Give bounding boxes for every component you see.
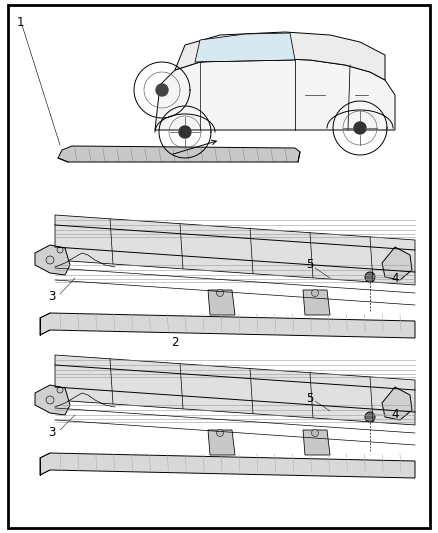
Polygon shape bbox=[40, 313, 415, 338]
Polygon shape bbox=[35, 385, 70, 415]
Circle shape bbox=[216, 430, 223, 437]
Circle shape bbox=[354, 122, 366, 134]
Circle shape bbox=[367, 414, 373, 420]
Polygon shape bbox=[175, 32, 385, 80]
Text: 1: 1 bbox=[16, 15, 24, 28]
Text: 3: 3 bbox=[48, 425, 56, 439]
Circle shape bbox=[216, 289, 223, 296]
Polygon shape bbox=[382, 247, 412, 280]
Circle shape bbox=[57, 247, 63, 253]
Circle shape bbox=[367, 274, 373, 280]
Polygon shape bbox=[303, 430, 330, 455]
Text: 5: 5 bbox=[306, 392, 314, 405]
Text: 5: 5 bbox=[306, 259, 314, 271]
Circle shape bbox=[311, 289, 318, 296]
Circle shape bbox=[156, 84, 168, 96]
Circle shape bbox=[46, 256, 54, 264]
Polygon shape bbox=[382, 387, 412, 420]
Circle shape bbox=[365, 412, 375, 422]
Polygon shape bbox=[208, 290, 235, 315]
Text: 3: 3 bbox=[48, 289, 56, 303]
Text: 4: 4 bbox=[391, 408, 399, 422]
Polygon shape bbox=[55, 215, 415, 285]
Circle shape bbox=[179, 126, 191, 138]
Polygon shape bbox=[58, 146, 300, 162]
Polygon shape bbox=[35, 245, 70, 275]
Polygon shape bbox=[55, 355, 415, 425]
Circle shape bbox=[311, 430, 318, 437]
Polygon shape bbox=[208, 430, 235, 455]
Circle shape bbox=[365, 272, 375, 282]
Polygon shape bbox=[303, 290, 330, 315]
Text: 4: 4 bbox=[391, 271, 399, 285]
Polygon shape bbox=[40, 453, 415, 478]
Polygon shape bbox=[195, 33, 295, 62]
Circle shape bbox=[57, 387, 63, 393]
Text: 2: 2 bbox=[171, 336, 179, 350]
Polygon shape bbox=[155, 58, 395, 130]
Circle shape bbox=[46, 396, 54, 404]
